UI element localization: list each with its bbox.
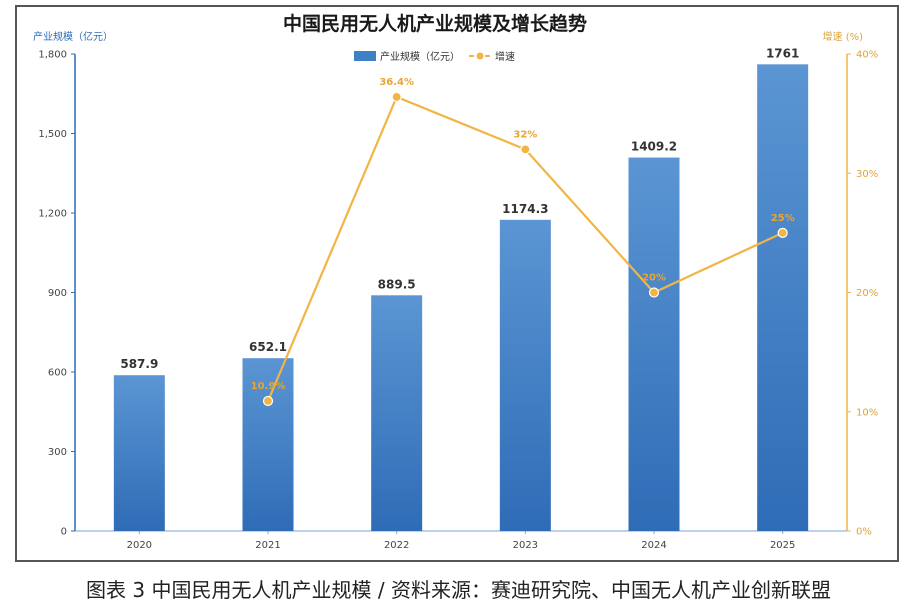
y-axis-left-label: 产业规模（亿元） [33,30,113,43]
y-right-tick-label: 10% [856,407,878,418]
growth-data-label: 32% [513,129,537,140]
bar [499,219,551,532]
x-tick-label: 2023 [513,540,538,551]
growth-data-label: 25% [771,213,795,224]
y-left-tick-label: 1,500 [38,129,67,140]
y-left-tick-label: 1,200 [38,209,67,220]
growth-point [262,395,274,407]
growth-point [391,91,402,103]
bar [757,64,809,532]
plot-area: 0 300 600 900 1,200 1,500 1,800 0% 10% 20% 30% 40% 2… [38,46,878,551]
x-tick-label: 2024 [641,540,666,551]
bar-data-label: 889.5 [378,277,416,291]
y-right-tick-label: 40% [856,50,878,61]
y-left-tick-label: 0 [61,527,67,538]
bar [628,157,680,531]
legend: 产业规模（亿元） 增速 [354,50,515,63]
x-tick-label: 2020 [127,540,152,551]
y-left-tick-label: 600 [48,368,67,379]
bar-data-label: 1761 [766,46,799,60]
growth-point [648,287,660,298]
y-left-tick-label: 900 [48,288,67,299]
bar-data-label: 1409.2 [631,140,677,154]
y-axis-right-label: 增速 (%) [823,30,864,43]
bar [371,295,423,531]
legend-line-marker [476,52,484,60]
bar [113,375,165,531]
bar-data-label: 652.1 [249,340,287,354]
y-left-tick-label: 300 [48,447,67,458]
bar-data-label: 587.9 [120,357,158,371]
legend-line-label: 增速 [495,50,515,63]
legend-bar-swatch [354,51,376,61]
chart-title: 中国民用无人机产业规模及增长趋势 [283,12,587,35]
y-left-tick-label: 1,800 [38,50,67,61]
x-tick-label: 2025 [770,540,795,551]
growth-point [777,227,788,238]
y-right-tick-label: 30% [856,169,878,180]
legend-bar-label: 产业规模（亿元） [380,50,460,63]
chart-svg: 中国民用无人机产业规模及增长趋势 产业规模（亿元） 增速 (%) 产业规模（亿元… [33,12,878,551]
growth-data-label: 20% [642,273,666,284]
y-right-tick-label: 20% [856,288,878,299]
bar-data-label: 1174.3 [502,202,548,216]
figure-caption: 图表 3 中国民用无人机产业规模 / 资料来源：赛迪研究院、中国无人机产业创新联… [86,578,831,602]
y-right-tick-label: 0% [856,527,872,538]
x-tick-label: 2021 [255,540,280,551]
bar [242,358,294,531]
growth-data-label: 36.4% [379,77,414,88]
x-tick-label: 2022 [384,540,409,551]
chart-frame: 中国民用无人机产业规模及增长趋势 产业规模（亿元） 增速 (%) 产业规模（亿元… [15,5,899,562]
growth-point [520,144,531,155]
growth-data-label: 10.9% [251,381,286,392]
